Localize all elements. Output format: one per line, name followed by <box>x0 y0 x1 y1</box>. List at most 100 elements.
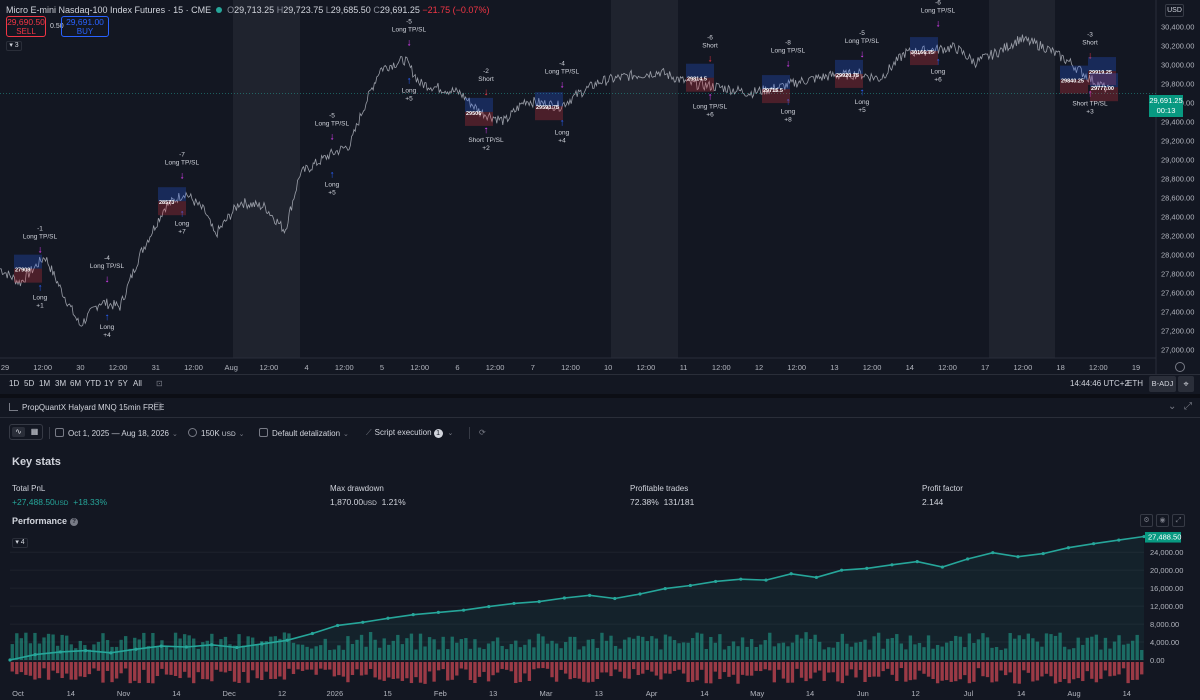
range-1d[interactable]: 1D <box>9 379 20 388</box>
stat-value: +27,488.50USD +18.33% <box>12 497 108 507</box>
symbol-title[interactable]: Micro E-mini Nasdaq-100 Index Futures · … <box>6 5 489 15</box>
performance-legend-toggle[interactable]: ▾ 4 <box>12 538 28 548</box>
detalization-picker[interactable]: Default detalization ⌄ <box>259 428 349 438</box>
pnl-bar-positive <box>550 640 554 661</box>
strategy-name[interactable]: PropQuantX Halyard MNQ 15min FREE <box>22 403 165 412</box>
pnl-bar-negative <box>142 662 146 670</box>
sell-button[interactable]: 29,690.50 SELL <box>6 16 46 37</box>
pnl-bar-negative <box>391 662 395 679</box>
fullscreen-icon[interactable]: ⤢ <box>1172 514 1185 527</box>
pnl-bar-positive <box>332 649 336 661</box>
pnl-bar-negative <box>373 662 377 678</box>
pnl-bar-positive <box>486 643 491 661</box>
pnl-bar-positive <box>46 633 51 661</box>
info-icon[interactable]: ? <box>70 518 79 526</box>
execution-picker[interactable]: ⟋ Script execution 1 ⌄ <box>366 428 453 438</box>
refresh-icon[interactable]: ⟳ <box>479 428 486 437</box>
pnl-bar-negative <box>432 662 436 682</box>
pnl-bar-positive <box>1121 644 1126 661</box>
crosshair-icon[interactable]: ⌖ <box>1178 376 1194 392</box>
capital-picker[interactable]: 150K USD ⌄ <box>188 428 245 438</box>
view-toggle[interactable]: ∿ ▦ <box>9 424 43 440</box>
price-chart-canvas[interactable]: 30,400.00 30,200.00 30,000.00 29,800.00 29,6… <box>0 0 1200 374</box>
equity-point <box>210 643 214 647</box>
ohlc-high: 29,723.75 <box>283 5 324 15</box>
pnl-bar-positive <box>1094 634 1099 661</box>
time-tick: 17 <box>981 363 989 372</box>
signal-arrow-up-icon: ↑ <box>105 312 110 323</box>
chart-view-icon[interactable]: ∿ <box>12 427 25 437</box>
adjustment-toggle[interactable]: B-ADJ <box>1149 376 1176 392</box>
pnl-bar-positive <box>958 636 962 661</box>
date-range-picker[interactable]: Oct 1, 2025 — Aug 18, 2026 ⌄ <box>55 428 178 438</box>
time-tick: 12:00 <box>486 363 505 372</box>
pnl-bar-positive <box>876 632 881 661</box>
pnl-bar-positive <box>641 636 645 661</box>
range-1y[interactable]: 1Y <box>104 379 114 388</box>
pnl-bar-positive <box>931 648 935 661</box>
maximize-icon[interactable]: ⤢ <box>1184 401 1192 412</box>
time-tick: 12:00 <box>863 363 882 372</box>
equity-point <box>386 616 390 620</box>
x-tick-label: 14 <box>700 689 708 698</box>
pnl-bar-negative <box>305 662 309 670</box>
y-tick-label: 12,000.00 <box>1150 602 1183 611</box>
range-all[interactable]: All <box>133 379 142 388</box>
performance-chart[interactable]: 4,000.00 8,000.00 12,000.00 16,000.00 20,000… <box>0 532 1200 700</box>
signal-top-label: Short <box>702 42 718 49</box>
pnl-bar-positive <box>990 647 994 661</box>
pnl-bar-positive <box>786 646 790 661</box>
close-tab-icon[interactable]: ▢ <box>153 401 163 412</box>
clock[interactable]: 14:44:46 UTC+2 <box>1070 379 1129 388</box>
signal-arrow-down-icon: ↓ <box>484 87 489 98</box>
pnl-bar-positive <box>740 637 745 661</box>
x-tick-label: May <box>750 689 764 698</box>
pnl-bar-negative <box>1108 662 1112 677</box>
pnl-bar-positive <box>359 634 364 661</box>
table-view-icon[interactable]: ▦ <box>30 427 39 436</box>
range-ytd[interactable]: YTD <box>85 379 101 388</box>
weekend-session-band <box>611 0 678 358</box>
range-1m[interactable]: 1M <box>39 379 51 388</box>
equity-point <box>940 565 945 569</box>
currency-badge[interactable]: USD <box>1165 4 1184 17</box>
indicators-toggle[interactable]: ▾ 3 <box>6 41 22 51</box>
session-toggle[interactable]: ETH <box>1127 379 1143 388</box>
pnl-bar-positive <box>872 636 876 661</box>
x-tick-label: Apr <box>646 689 658 698</box>
range-5y[interactable]: 5Y <box>118 379 128 388</box>
signal-top-qty: -5 <box>406 18 412 25</box>
collapse-icon[interactable]: ⌄ <box>1168 401 1177 412</box>
pnl-bar-negative <box>813 662 817 673</box>
signal-arrow-up-icon: ↑ <box>407 75 412 86</box>
pnl-bar-negative <box>482 662 486 672</box>
pnl-bar-positive <box>364 646 368 661</box>
performance-toggle-count: 4 <box>20 539 25 546</box>
pnl-bar-negative <box>890 662 894 675</box>
settings-icon[interactable]: ⚙ <box>1140 514 1153 527</box>
date-range-icon[interactable]: ⊡ <box>156 379 163 388</box>
chart-settings-icon[interactable] <box>1175 362 1185 372</box>
range-3m[interactable]: 3M <box>55 379 67 388</box>
signal-bottom-label: Long <box>855 99 870 106</box>
range-5d[interactable]: 5D <box>24 379 35 388</box>
time-tick: 12:00 <box>33 363 52 372</box>
buy-button[interactable]: 29,691.00 BUY <box>61 16 109 37</box>
equity-point <box>915 560 919 564</box>
pnl-bar-negative <box>441 662 445 670</box>
price-chart-pane[interactable]: 30,400.00 30,200.00 30,000.00 29,800.00 29,6… <box>0 0 1200 374</box>
entry-price-label: 29715.5 <box>763 88 783 94</box>
pnl-bar-positive <box>827 647 831 661</box>
equity-point <box>58 650 63 654</box>
stop-loss-zone <box>14 268 42 283</box>
pnl-bar-positive <box>260 641 264 661</box>
pnl-bar-positive <box>287 633 291 661</box>
camera-icon[interactable]: ◉ <box>1156 514 1169 527</box>
pnl-bar-positive <box>1053 635 1058 661</box>
pnl-bar-negative <box>491 662 495 676</box>
range-6m[interactable]: 6M <box>70 379 82 388</box>
pnl-bar-positive <box>473 639 477 661</box>
pnl-bar-negative <box>573 662 577 679</box>
pnl-bar-negative <box>69 662 73 680</box>
